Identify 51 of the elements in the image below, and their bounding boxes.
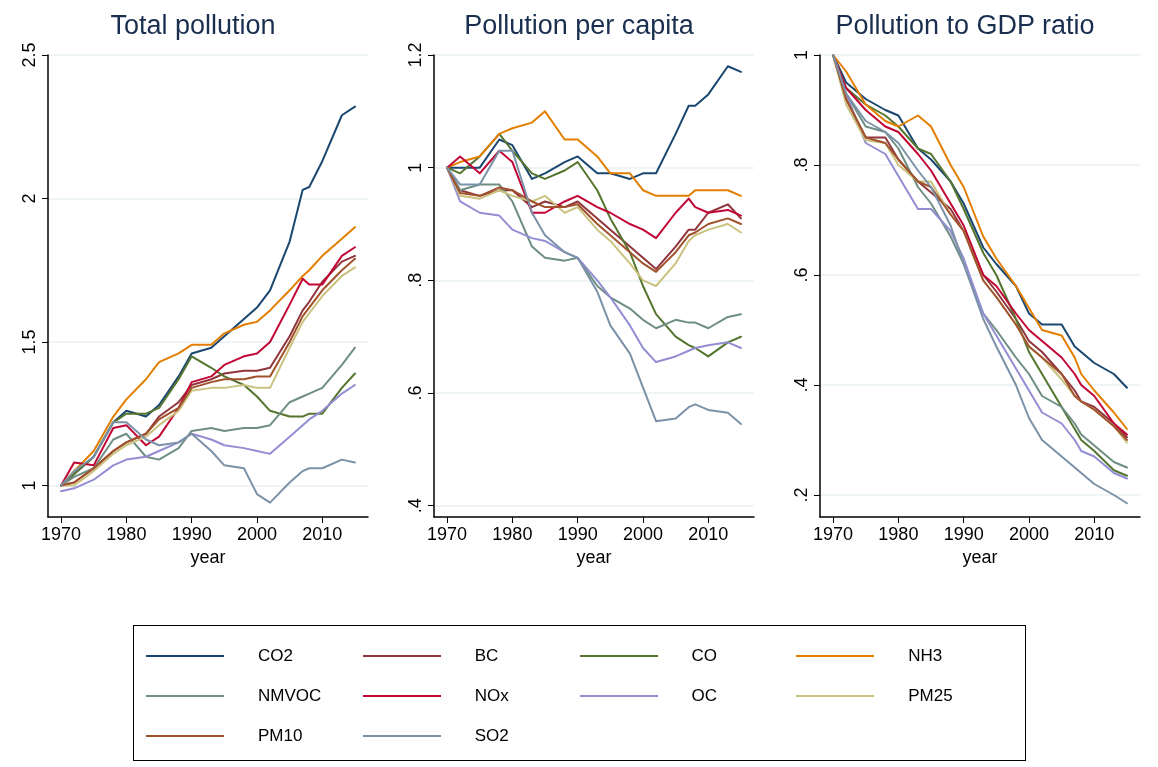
x-tick-label: 1990	[171, 524, 212, 544]
legend-label: NH3	[908, 646, 943, 666]
x-tick-label: 1990	[943, 524, 984, 544]
legend-label: NMVOC	[258, 686, 322, 706]
x-tick-label: 1970	[427, 524, 468, 544]
y-tick-label: 1	[791, 49, 811, 61]
x-tick-label: 1980	[878, 524, 919, 544]
x-axis-title: year	[576, 546, 612, 567]
line-series	[446, 149, 742, 426]
legend-label: PM25	[908, 686, 953, 706]
x-tick-label: 1970	[813, 524, 854, 544]
x-tick-label: 2000	[1008, 524, 1049, 544]
y-tick-label: 1.5	[19, 329, 39, 355]
y-tick-label: .2	[791, 487, 811, 503]
legend-label: NOx	[474, 686, 509, 706]
y-tick-label: .4	[791, 377, 811, 393]
x-tick-label: 1990	[557, 524, 598, 544]
x-tick-label: 1980	[492, 524, 533, 544]
y-tick-label: .4	[405, 498, 425, 514]
y-tick-label: 1	[405, 162, 425, 173]
line-series	[446, 110, 742, 197]
line-series	[446, 132, 742, 358]
line-series	[446, 149, 742, 240]
chart-title: Total pollution	[110, 9, 276, 40]
x-axis-title: year	[962, 546, 998, 567]
chart-title: Pollution to GDP ratio	[835, 9, 1095, 40]
x-axis-title: year	[190, 546, 226, 567]
y-tick-label: 2	[19, 193, 39, 204]
y-tick-label: .6	[405, 385, 425, 401]
legend-label: CO	[691, 646, 717, 666]
x-tick-label: 2000	[622, 524, 663, 544]
legend-label: SO2	[474, 726, 509, 746]
x-tick-label: 1980	[106, 524, 147, 544]
y-tick-label: 1.2	[405, 42, 425, 68]
y-tick-label: 1	[19, 480, 39, 491]
y-tick-label: .8	[791, 157, 811, 173]
line-series	[60, 384, 356, 493]
line-series	[60, 421, 356, 504]
y-tick-label: .8	[405, 272, 425, 288]
y-tick-label: .6	[791, 267, 811, 283]
x-tick-label: 2000	[236, 524, 277, 544]
legend-label: OC	[691, 686, 717, 706]
legend-label: PM10	[258, 726, 303, 746]
x-tick-label: 1970	[41, 524, 82, 544]
y-tick-label: 2.5	[19, 42, 39, 68]
x-tick-label: 2010	[1074, 524, 1115, 544]
legend-label: CO2	[258, 646, 293, 666]
chart-title: Pollution per capita	[464, 9, 695, 40]
legend-label: BC	[474, 646, 499, 666]
x-tick-label: 2010	[302, 524, 343, 544]
x-tick-label: 2010	[688, 524, 729, 544]
